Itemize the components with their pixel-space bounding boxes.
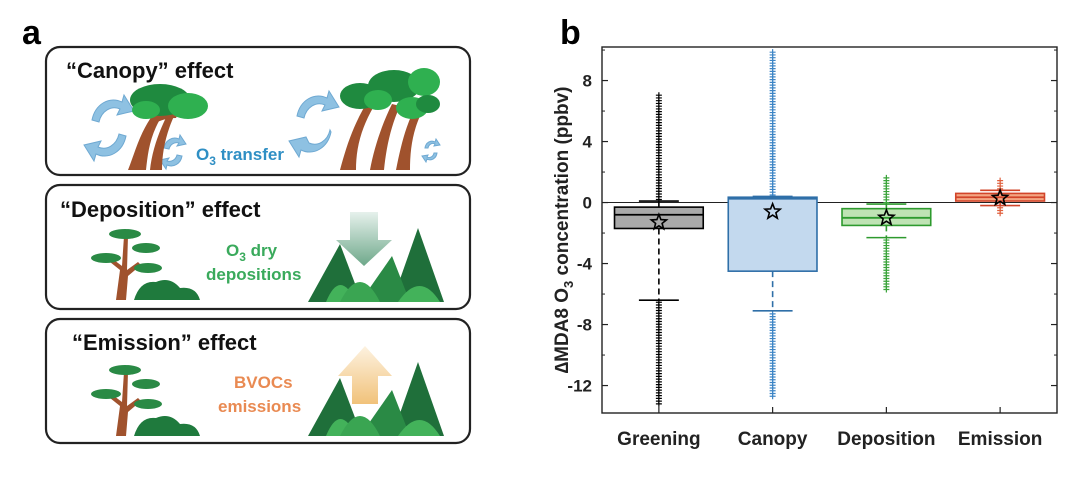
x-label-canopy: Canopy: [738, 429, 808, 450]
plot-frame: [601, 46, 1058, 414]
tree-icon: [128, 84, 208, 170]
emission-effect-title: “Emission” effect: [72, 330, 257, 355]
bvocs-label-line2: emissions: [218, 397, 301, 416]
rotate-arrow-icon: [421, 137, 441, 164]
canopy-box: [727, 196, 818, 272]
canopy-mean-star: [762, 201, 783, 221]
pine-tree-icon: [91, 365, 200, 436]
o3-dry-deposition-label: O3 dry: [226, 241, 278, 264]
y-tick-label: -4: [577, 255, 593, 274]
deposition-mean-star: [876, 207, 897, 227]
arrow-up-icon: [338, 346, 392, 404]
y-axis-label: ∆MDA8 O3 concentration (ppbv): [552, 87, 576, 374]
panel-letter-a: a: [22, 14, 41, 52]
bvocs-label: BVOCs: [234, 373, 293, 392]
panel-letter-b: b: [560, 14, 581, 52]
rotate-arrow-icon: [159, 133, 187, 171]
tree-icon: [340, 68, 440, 170]
rotate-arrow-icon: [83, 93, 135, 163]
greening-box: [613, 206, 705, 230]
y-tick-label: 0: [583, 194, 592, 213]
o3-transfer-label: O3 transfer: [196, 145, 284, 168]
y-tick-label: 8: [583, 72, 592, 91]
x-label-deposition: Deposition: [837, 429, 935, 450]
deposition-effect-title: “Deposition” effect: [60, 197, 261, 222]
emission-effect-box: “Emission” effect BVOCs emissions: [44, 317, 472, 445]
deposition-outlier: [883, 174, 890, 181]
greening-mean-star: [649, 212, 669, 231]
x-label-emission: Emission: [958, 429, 1042, 450]
mountain-forest-icon: [308, 228, 444, 302]
canopy-outlier: [769, 310, 776, 317]
canopy-effect-box: “Canopy” effect O3 transfe: [44, 45, 472, 177]
pine-tree-icon: [91, 229, 200, 300]
arrow-down-icon: [336, 212, 392, 266]
deposition-effect-box: “Deposition” effect O3 dry depositions: [44, 183, 472, 311]
canopy-outlier: [769, 49, 776, 56]
y-tick-label: -12: [567, 377, 592, 396]
o3-dry-deposition-label-line2: depositions: [206, 265, 301, 284]
panel-a-schematic: “Canopy” effect O3 transfe: [44, 45, 472, 445]
canopy-effect-title: “Canopy” effect: [66, 58, 234, 83]
emission-mean-star: [990, 187, 1010, 207]
y-tick-label: -8: [577, 316, 592, 335]
y-tick-label: 4: [583, 133, 593, 152]
x-label-greening: Greening: [617, 429, 700, 450]
emission-outlier: [997, 177, 1004, 184]
greening-outlier: [655, 92, 662, 99]
mountain-forest-icon: [308, 362, 444, 436]
rotate-arrow-icon: [288, 89, 340, 159]
